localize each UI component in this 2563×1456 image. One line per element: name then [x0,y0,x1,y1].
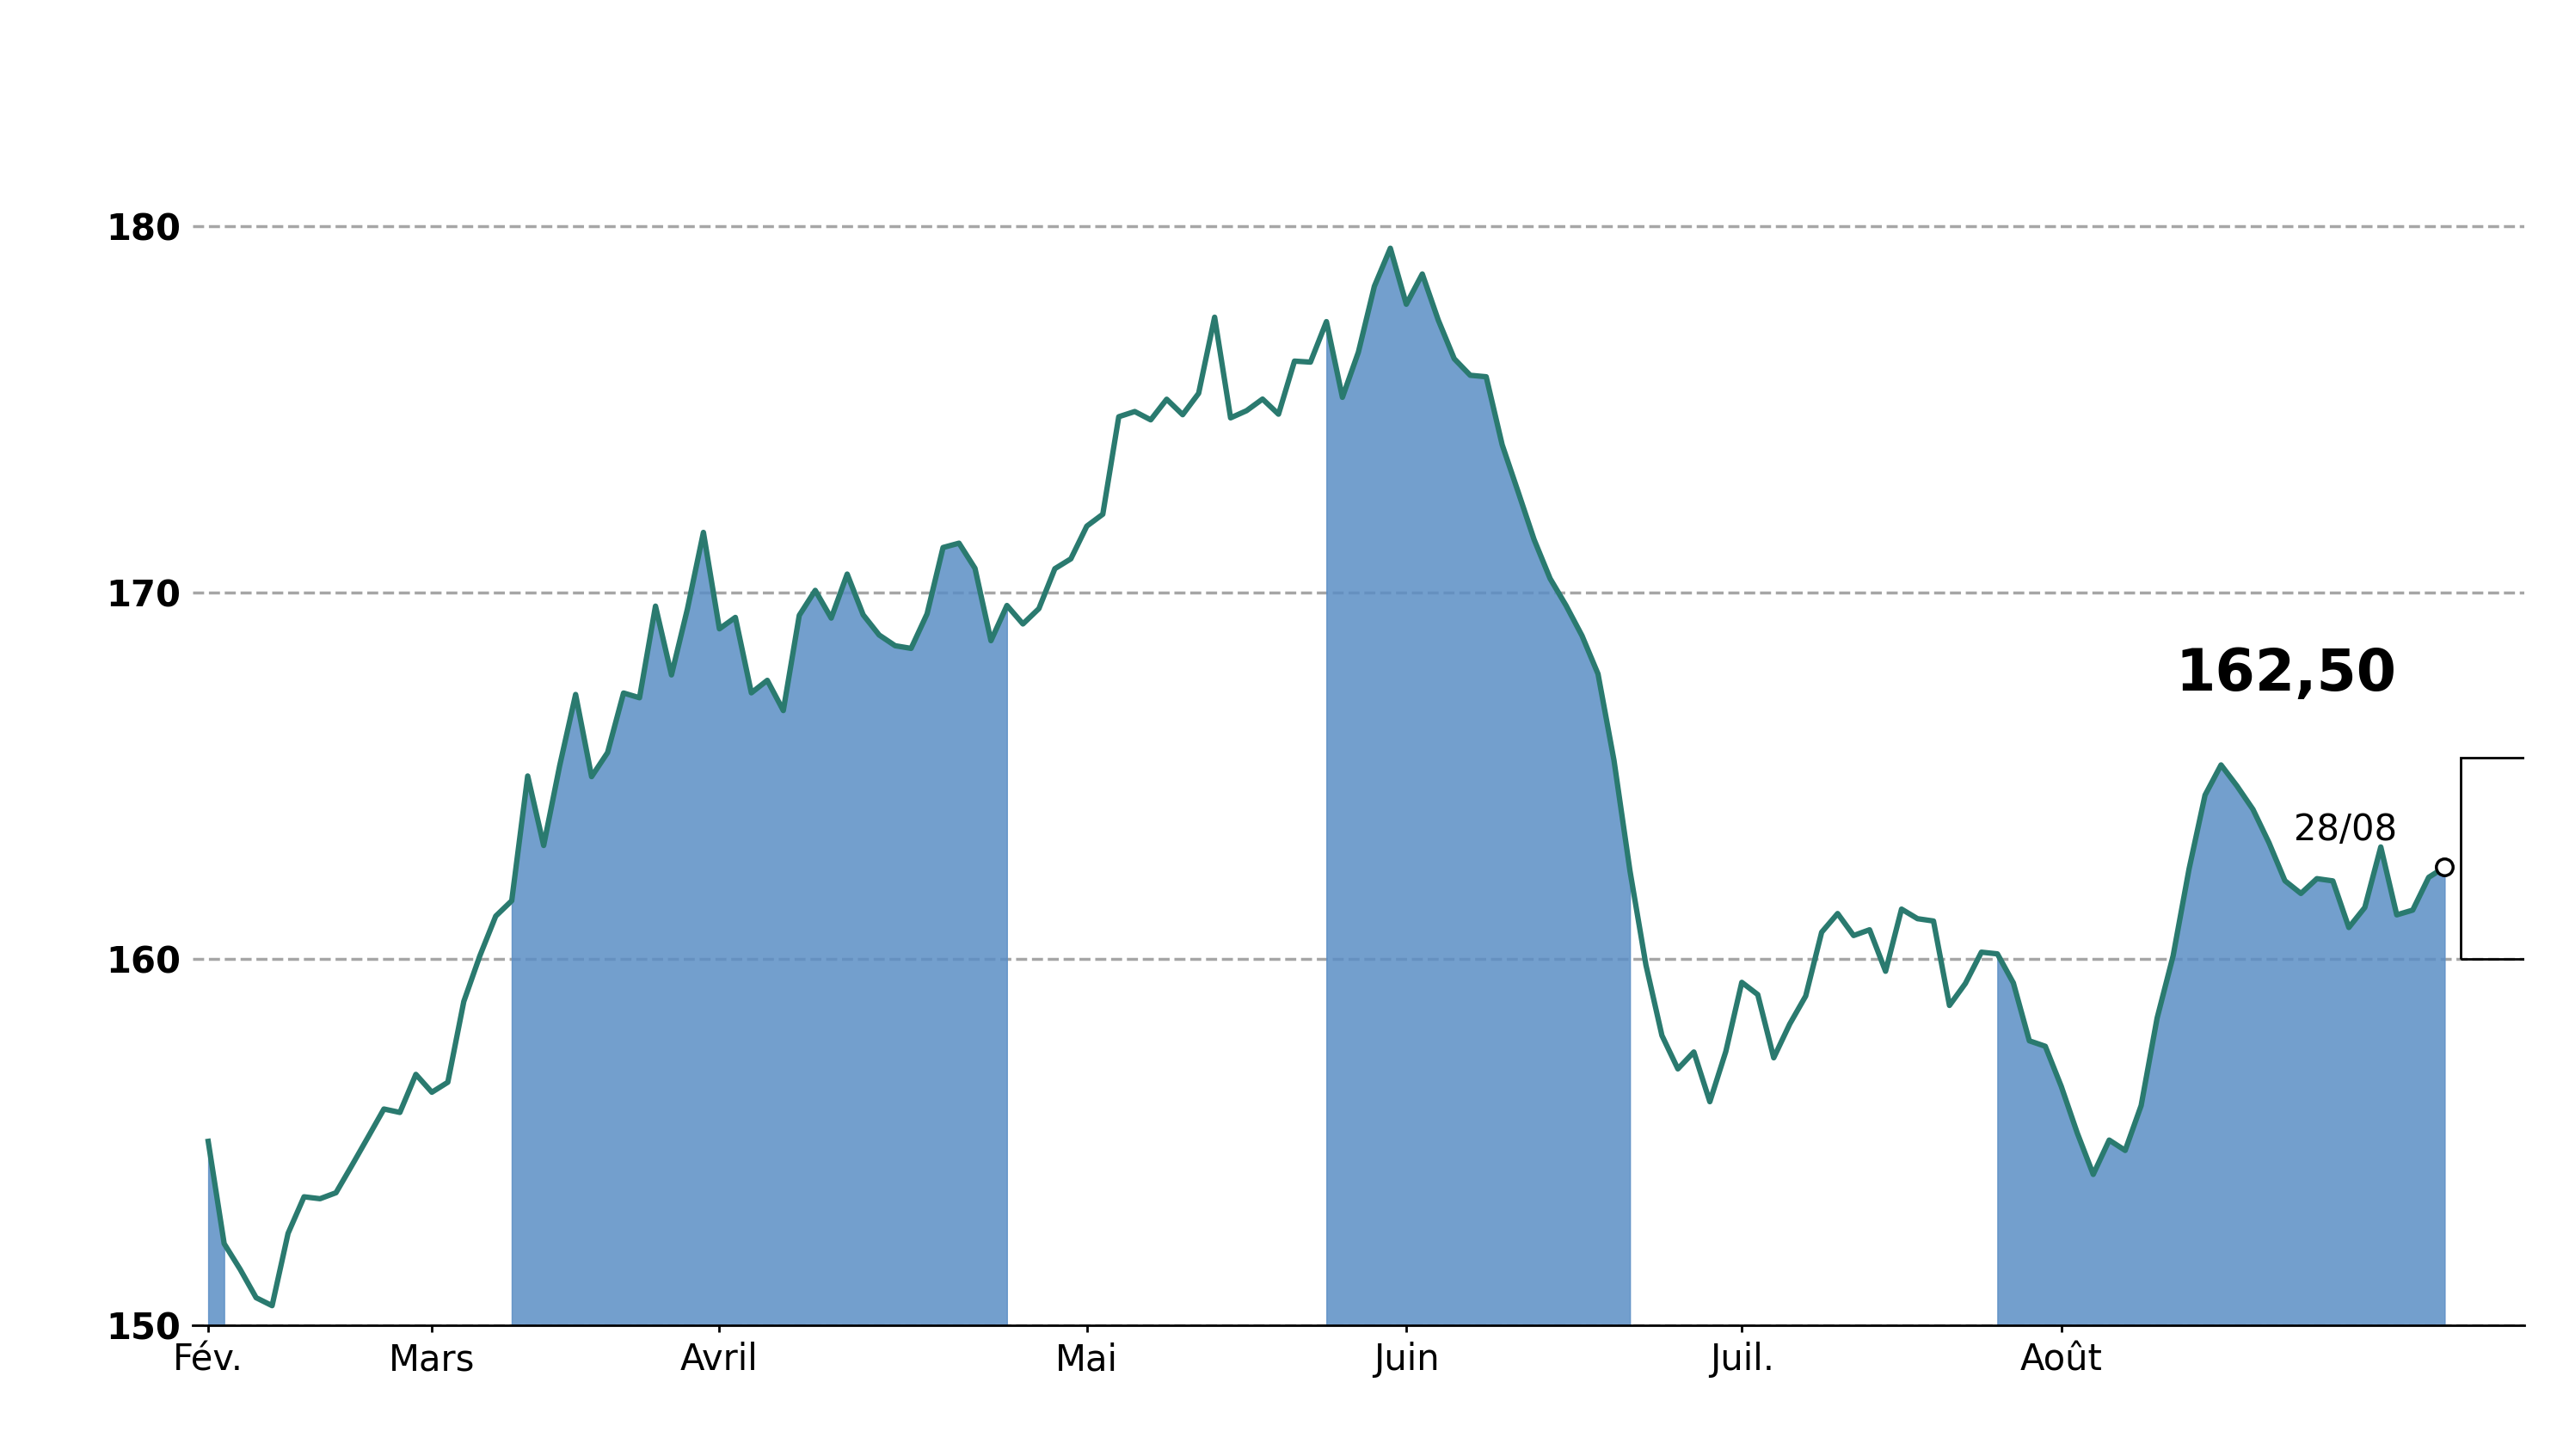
Text: 162,50: 162,50 [2176,645,2396,702]
Text: 28/08: 28/08 [2294,812,2396,849]
Text: TotalEnergiesGabon: TotalEnergiesGabon [677,7,1886,112]
Bar [2460,757,2563,958]
